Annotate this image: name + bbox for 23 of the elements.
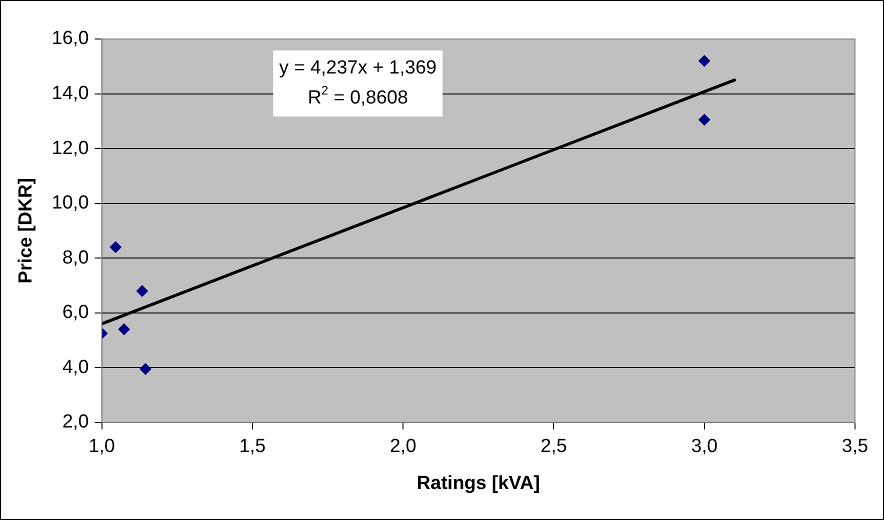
y-tick-label: 8,0 [62,247,89,268]
point [118,323,130,336]
y-tick-label: 10,0 [52,192,89,214]
point [698,114,710,126]
y-tick-label: 16,0 [52,28,89,50]
point [698,54,710,67]
x-tick-label: 1,5 [239,436,266,458]
point [110,241,122,254]
y-axis-title: Price [DKR] [16,178,37,284]
y-tick-label: 6,0 [62,302,89,324]
x-tick-label: 2,5 [540,436,567,458]
y-tick-label: 4,0 [62,356,89,378]
x-axis-title: Ratings [kVA] [416,472,540,494]
x-tick-label: 3,5 [842,436,868,458]
annotation: y = 4,237x + 1,369 [279,58,437,79]
y-tick-label: 12,0 [52,138,89,159]
x-tick-label: 3,0 [691,436,718,458]
y-tick-label: 14,0 [52,83,89,104]
x-tick-label: 2,0 [390,436,416,458]
point [136,284,148,297]
x-tick-label: 1,0 [88,436,115,458]
point [139,363,152,375]
y-tick-label: 2,0 [62,412,89,433]
